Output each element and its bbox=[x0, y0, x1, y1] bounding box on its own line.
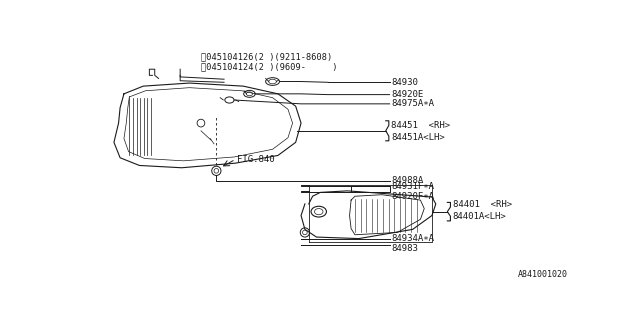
Text: 84934A∗A: 84934A∗A bbox=[391, 234, 434, 243]
Text: 84451  <RH>: 84451 <RH> bbox=[391, 121, 451, 130]
Text: 84931F∗A: 84931F∗A bbox=[391, 182, 434, 191]
Text: 84451A<LH>: 84451A<LH> bbox=[391, 133, 445, 142]
Text: 84988A: 84988A bbox=[391, 176, 424, 185]
Text: Ⓢ045104124(2 )(9609-     ): Ⓢ045104124(2 )(9609- ) bbox=[201, 62, 337, 71]
Text: Ⓢ045104126(2 )(9211-8608): Ⓢ045104126(2 )(9211-8608) bbox=[201, 52, 332, 61]
Text: 84920F∗A: 84920F∗A bbox=[391, 192, 434, 201]
Text: FIG.840: FIG.840 bbox=[237, 155, 275, 164]
Text: A841001020: A841001020 bbox=[518, 270, 568, 279]
Text: 84401A<LH>: 84401A<LH> bbox=[452, 212, 506, 221]
Text: 84975A∗A: 84975A∗A bbox=[391, 99, 434, 108]
Text: 84920E: 84920E bbox=[391, 90, 424, 99]
Text: 84401  <RH>: 84401 <RH> bbox=[452, 200, 512, 209]
Text: 84930: 84930 bbox=[391, 78, 418, 87]
Text: 84983: 84983 bbox=[391, 244, 418, 253]
